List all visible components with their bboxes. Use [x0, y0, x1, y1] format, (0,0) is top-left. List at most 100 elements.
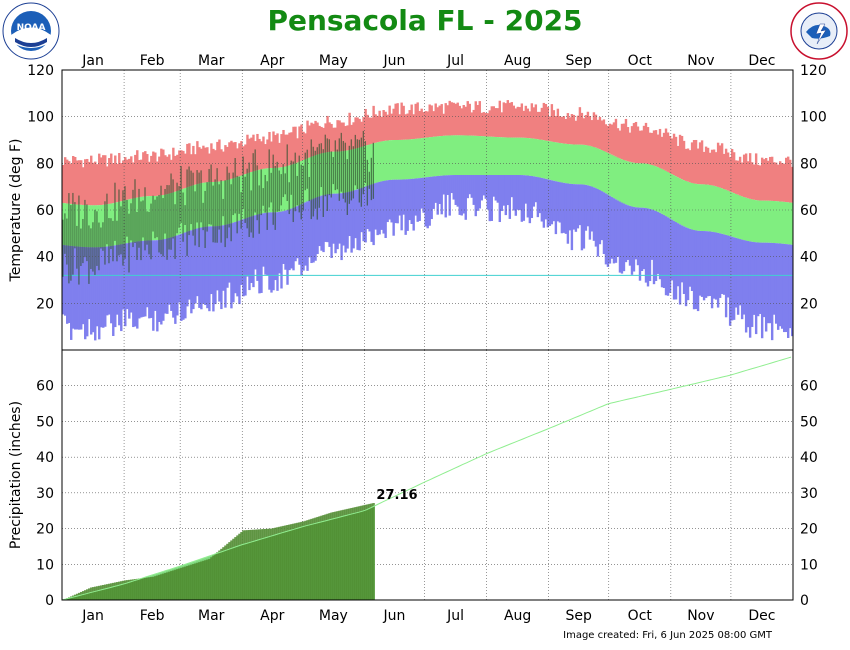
- record-low-band: [480, 175, 483, 201]
- record-high-band: [766, 160, 770, 201]
- record-low-band: [460, 175, 463, 216]
- record-low-band: [492, 175, 495, 197]
- record-high-band: [288, 132, 291, 166]
- record-high-band: [520, 103, 524, 138]
- record-high-band: [240, 141, 243, 176]
- record-low-band: [676, 223, 680, 287]
- normal-range-band: [648, 164, 652, 209]
- record-low-band: [716, 232, 720, 308]
- record-high-band: [698, 142, 702, 185]
- record-low-band: [198, 227, 201, 308]
- record-high-band: [224, 145, 227, 181]
- observed-temp-bar: [294, 152, 296, 212]
- record-high-band: [790, 166, 794, 203]
- record-low-band: [124, 243, 127, 327]
- record-high-band: [732, 152, 736, 194]
- observed-temp-bar: [280, 174, 282, 206]
- record-low-band: [466, 175, 469, 199]
- record-low-band: [366, 185, 369, 230]
- precip-tick-right: 50: [800, 414, 818, 430]
- normal-range-band: [460, 135, 463, 175]
- record-high-band: [326, 115, 329, 153]
- record-high-band: [418, 110, 421, 139]
- record-low-band: [94, 247, 97, 341]
- observed-temp-bar: [122, 190, 124, 266]
- record-high-band: [70, 163, 73, 204]
- record-low-band: [656, 211, 660, 274]
- month-label-bottom: Sep: [566, 608, 593, 624]
- record-low-band: [494, 175, 497, 201]
- normal-range-band: [422, 137, 425, 178]
- precip-observed-bar: [314, 517, 317, 600]
- record-high-band: [282, 129, 285, 167]
- record-high-band: [588, 116, 592, 146]
- record-low-band: [196, 228, 199, 297]
- record-low-band: [702, 231, 706, 301]
- record-high-band: [126, 159, 129, 200]
- record-high-band: [714, 152, 718, 187]
- record-high-band: [344, 126, 347, 151]
- record-low-band: [106, 246, 109, 316]
- observed-temp-bar: [264, 174, 266, 213]
- record-high-band: [450, 102, 453, 136]
- record-high-band: [68, 161, 71, 204]
- record-low-band: [552, 180, 556, 222]
- record-high-band: [734, 160, 738, 194]
- precip-observed-bar: [332, 512, 335, 600]
- month-label-top: Jan: [81, 53, 104, 69]
- month-label-top: Sep: [566, 53, 593, 69]
- observed-temp-bar: [348, 145, 350, 204]
- record-high-band: [390, 113, 393, 141]
- record-low-band: [644, 208, 648, 283]
- record-low-band: [156, 240, 159, 332]
- record-low-band: [780, 243, 784, 329]
- precip-observed-bar: [206, 559, 209, 600]
- observed-temp-bar: [276, 161, 278, 212]
- normal-range-band: [458, 135, 461, 175]
- normal-range-band: [636, 163, 640, 208]
- record-low-band: [92, 247, 95, 333]
- observed-temp-bar: [240, 192, 242, 229]
- record-high-band: [728, 157, 732, 192]
- normal-range-band: [478, 136, 481, 175]
- observed-temp-bar: [104, 201, 106, 265]
- normal-range-band: [472, 135, 475, 175]
- record-low-band: [520, 175, 524, 222]
- observed-temp-bar: [220, 180, 222, 243]
- normal-range-band: [516, 137, 520, 175]
- temp-tick-right: 80: [800, 156, 818, 172]
- record-high-band: [672, 133, 676, 176]
- record-high-band: [298, 126, 301, 162]
- record-low-band: [560, 182, 564, 234]
- nws-logo-icon: [790, 2, 848, 60]
- record-low-band: [744, 240, 748, 333]
- record-low-band: [352, 190, 355, 249]
- record-high-band: [600, 120, 604, 151]
- record-low-band: [310, 199, 313, 264]
- observed-temp-bar: [64, 213, 66, 254]
- record-high-band: [602, 119, 606, 151]
- observed-temp-bar: [224, 180, 226, 248]
- precip-tick-left: 10: [36, 557, 54, 573]
- record-low-band: [664, 216, 668, 296]
- record-low-band: [356, 189, 359, 250]
- precip-observed-bar: [160, 574, 163, 600]
- precip-observed-bar: [120, 581, 123, 600]
- record-high-band: [138, 160, 141, 198]
- record-high-band: [484, 112, 487, 137]
- record-high-band: [314, 120, 317, 156]
- precip-observed-bar: [254, 529, 257, 600]
- observed-temp-bar: [142, 200, 144, 238]
- record-low-band: [170, 237, 173, 311]
- record-high-band: [478, 101, 481, 137]
- record-low-band: [76, 246, 79, 330]
- record-low-band: [192, 229, 195, 310]
- record-low-band: [342, 192, 345, 246]
- normal-range-band: [382, 141, 385, 181]
- record-low-band: [318, 196, 321, 247]
- record-low-band: [78, 246, 81, 330]
- record-low-band: [708, 231, 712, 296]
- record-low-band: [500, 175, 504, 212]
- month-label-bottom: Mar: [198, 608, 225, 624]
- record-low-band: [564, 183, 568, 234]
